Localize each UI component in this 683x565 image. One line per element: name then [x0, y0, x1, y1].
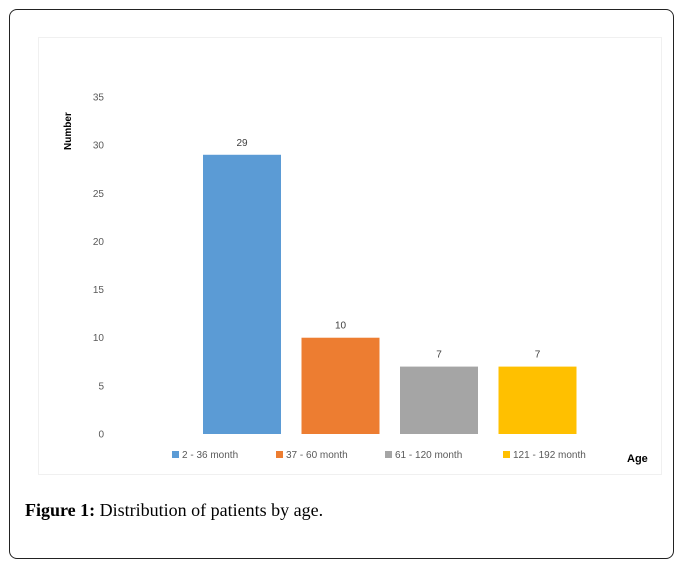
bar — [400, 366, 478, 434]
legend-swatch — [503, 451, 510, 458]
figure-caption: Figure 1: Distribution of patients by ag… — [25, 500, 323, 521]
data-label: 7 — [436, 350, 442, 361]
y-tick-label: 10 — [93, 333, 105, 344]
legend-swatch — [385, 451, 392, 458]
legend-label: 61 - 120 month — [395, 450, 462, 461]
y-tick-label: 15 — [93, 285, 105, 296]
x-axis-label: Age — [627, 453, 648, 465]
bar — [498, 366, 577, 434]
y-axis-label: Number — [63, 112, 74, 150]
legend-label: 2 - 36 month — [182, 450, 238, 461]
bar — [203, 154, 281, 434]
legend-swatch — [276, 451, 283, 458]
y-tick-label: 35 — [93, 93, 105, 104]
figure-caption-label: Figure 1: — [25, 500, 96, 520]
legend-label: 121 - 192 month — [513, 450, 586, 461]
y-tick-label: 25 — [93, 189, 105, 200]
legend-swatch — [172, 451, 179, 458]
data-label: 29 — [236, 138, 248, 149]
y-tick-label: 30 — [93, 141, 105, 152]
y-tick-label: 0 — [98, 430, 104, 441]
data-label: 10 — [335, 321, 347, 332]
y-tick-label: 20 — [93, 237, 105, 248]
legend-label: 37 - 60 month — [286, 450, 348, 461]
bar — [301, 337, 380, 434]
y-tick-label: 5 — [98, 381, 104, 392]
figure-caption-text: Distribution of patients by age. — [95, 500, 324, 520]
data-label: 7 — [535, 350, 541, 361]
